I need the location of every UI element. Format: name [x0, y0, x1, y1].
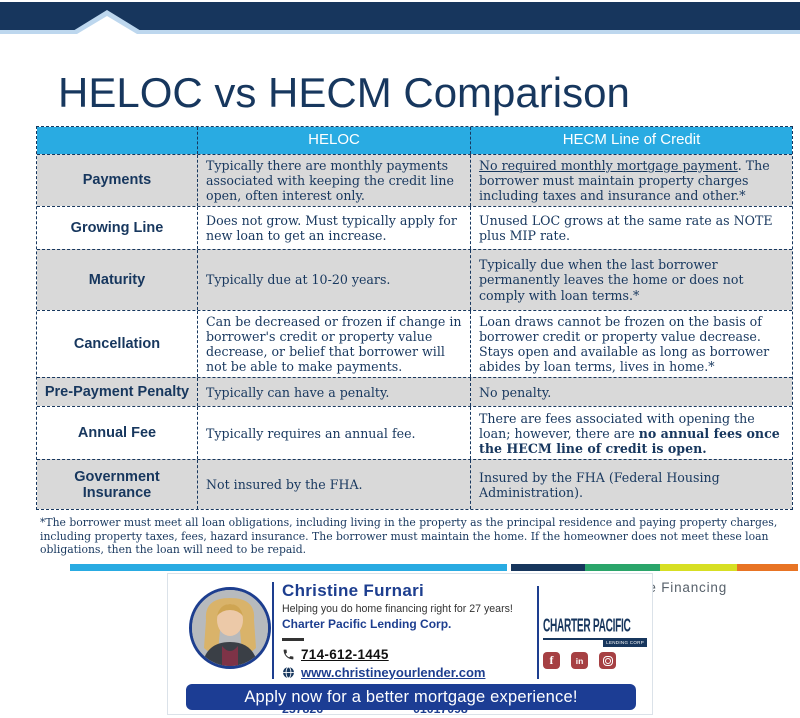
instagram-icon[interactable] — [599, 652, 616, 669]
linkedin-icon[interactable]: in — [571, 652, 588, 669]
table-row-annual-fee: Annual Fee Typically requires an annual … — [37, 406, 792, 460]
row-label: Annual Fee — [77, 425, 157, 442]
rest-text: . The borrower must maintain property ch… — [479, 157, 770, 203]
heloc-cell: Typically can have a penalty. — [197, 378, 470, 407]
heloc-cell: Can be decreased or frozen if change in … — [197, 311, 470, 378]
logo-baseline: LENDING CORP — [543, 638, 647, 647]
logo-subtext: LENDING CORP — [603, 640, 647, 647]
logo-wordmark: CHARTER PACIFIC — [543, 614, 631, 636]
row-label: Maturity — [88, 272, 146, 289]
business-card: Christine Furnari Helping you do home fi… — [167, 573, 653, 716]
apply-now-button[interactable]: Apply now for a better mortgage experien… — [186, 684, 636, 710]
charter-pacific-logo: CHARTER PACIFIC LENDING CORP f in — [543, 594, 647, 669]
hecm-cell: Insured by the FHA (Federal Housing Admi… — [470, 460, 792, 510]
comparison-table: HELOC HECM Line of Credit Payments Typic… — [36, 126, 793, 511]
heloc-cell: Not insured by the FHA. — [197, 460, 470, 510]
banner-lightblue-strip — [0, 30, 800, 34]
footnote: *The borrower must meet all loan obligat… — [40, 516, 778, 557]
person-name: Christine Furnari — [282, 581, 425, 600]
hecm-cell: No penalty. — [470, 378, 792, 407]
bar-segment-yellow — [660, 563, 737, 571]
hecm-column-header: HECM Line of Credit — [470, 127, 792, 154]
heloc-column-header: HELOC — [197, 127, 470, 154]
globe-icon — [283, 666, 294, 678]
banner-chevron-inner — [77, 16, 137, 34]
hecm-cell: Typically due when the last borrower per… — [470, 250, 792, 311]
table-row-maturity: Maturity Typically due at 10-20 years. T… — [37, 249, 792, 311]
heloc-cell: Does not grow. Must typically apply for … — [197, 207, 470, 250]
company-name: Charter Pacific Lending Corp. — [282, 617, 452, 631]
heloc-cell: Typically requires an annual fee. — [197, 407, 470, 460]
table-row-payments: Payments Typically there are monthly pay… — [37, 153, 792, 207]
row-label: Government Insurance — [74, 468, 160, 501]
row-label: Growing Line — [70, 220, 164, 237]
normal-text: There are fees associated with opening t… — [479, 410, 755, 441]
bar-segment-green — [585, 563, 660, 571]
person-subtitle: Helping you do home financing right for … — [282, 603, 513, 615]
row-label: Cancellation — [73, 336, 161, 353]
brand-color-bar — [70, 563, 798, 571]
row-label: Pre-Payment Penalty — [44, 384, 190, 401]
top-banner — [0, 0, 800, 34]
avatar-illustration — [192, 590, 268, 666]
phone-link[interactable]: 714-612-1445 — [301, 646, 389, 662]
underlined-text: No required monthly mortgage payment — [479, 157, 738, 173]
table-row-growing-line: Growing Line Does not grow. Must typical… — [37, 206, 792, 250]
hecm-cell: Unused LOC grows at the same rate as NOT… — [470, 207, 792, 250]
card-divider-left — [272, 582, 274, 679]
hecm-cell: No required monthly mortgage payment. Th… — [470, 154, 792, 207]
social-icons: f in — [543, 652, 647, 669]
heloc-cell: Typically there are monthly payments ass… — [197, 154, 470, 207]
row-label: Payments — [82, 172, 152, 189]
table-row-cancellation: Cancellation Can be decreased or frozen … — [37, 310, 792, 378]
table-row-prepayment-penalty: Pre-Payment Penalty Typically can have a… — [37, 377, 792, 407]
hecm-cell: There are fees associated with opening t… — [470, 407, 792, 460]
avatar — [189, 587, 271, 669]
page-title: HELOC vs HECM Comparison — [58, 69, 630, 116]
phone-icon — [283, 649, 294, 659]
heloc-cell: Typically due at 10-20 years. — [197, 250, 470, 311]
bar-segment-lightblue — [70, 563, 507, 571]
bold-text: no annual fees once the HECM line of cre… — [479, 425, 780, 456]
table-row-government-insurance: Government Insurance Not insured by the … — [37, 459, 792, 510]
bar-segment-gap — [507, 563, 511, 571]
website-link[interactable]: www.christineyourlender.com — [301, 664, 486, 680]
corner-cell — [37, 127, 197, 154]
card-divider-right — [537, 586, 539, 679]
bar-segment-navy — [511, 563, 585, 571]
hecm-cell: Loan draws cannot be frozen on the basis… — [470, 311, 792, 378]
bar-segment-orange — [737, 563, 798, 571]
facebook-icon[interactable]: f — [543, 652, 560, 669]
divider-dash — [282, 638, 304, 641]
table-header-row: HELOC HECM Line of Credit — [37, 127, 792, 154]
